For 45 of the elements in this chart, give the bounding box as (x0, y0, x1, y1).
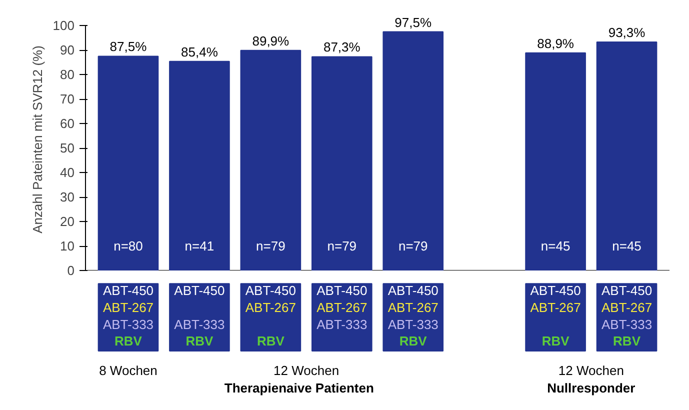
data-label: 87,5% (110, 39, 148, 54)
data-label: 87,3% (323, 40, 361, 55)
annotation: n=41 (184, 238, 214, 254)
data-label: 85,4% (181, 44, 218, 60)
y-tick-label: 60 (60, 116, 75, 132)
text: 12 Wochen (274, 363, 340, 378)
x-tick-label: ABT-450 ABT-267 ABT-333 RBV (102, 283, 154, 349)
bar (98, 56, 159, 270)
y-tick-label: 100 (52, 18, 75, 34)
annotation: n=79 (398, 238, 428, 254)
y-tick-label: 70 (60, 92, 75, 107)
y-tick-label: 40 (60, 165, 75, 180)
text: 12 Wochen (558, 363, 624, 378)
category-label: ABT-450 ABT-267 RBV (245, 283, 296, 349)
y-axis-title: Anzahl Pateinten mit SVR12 (%) (30, 46, 45, 234)
category-label: ABT-450 ABT-333 RBV (174, 283, 225, 349)
x-tick-label: ABT-450 ABT-267 ABT-333 (316, 283, 368, 332)
bar (382, 31, 444, 270)
annotation: n=45 (612, 238, 642, 254)
data-label: 97,5% (394, 14, 432, 30)
bar (311, 56, 372, 270)
bar (596, 42, 658, 270)
data-label: 93,3% (608, 25, 646, 40)
text: 8 Wochen (99, 363, 158, 378)
data-label: 88,9% (537, 36, 574, 51)
annotation: n=45 (540, 238, 570, 254)
y-tick-label: 30 (60, 190, 75, 205)
annotation: n=79 (327, 238, 357, 254)
y-tick-label: 0 (67, 263, 75, 278)
annotation: n=79 (256, 238, 286, 254)
bar (240, 50, 302, 270)
bar (525, 52, 586, 270)
x-tick-label: ABT-450 ABT-267 ABT-333 RBV (601, 283, 652, 349)
y-tick-label: 50 (60, 140, 75, 156)
y-tick-label: 90 (60, 42, 75, 58)
data-label: 89,9% (252, 33, 290, 48)
y-tick-label: 20 (60, 214, 75, 230)
text: Nullresponder (547, 380, 636, 396)
bar (169, 60, 230, 270)
y-tick-label: 80 (60, 67, 75, 82)
x-tick-label: ABT-450 ABT-267 ABT-333 RBV (388, 283, 438, 349)
annotation: n=80 (114, 238, 143, 254)
y-tick-label: 10 (60, 238, 75, 254)
text: Therapienaive Patienten (224, 380, 374, 396)
category-label: ABT-450 ABT-267 RBV (530, 283, 581, 349)
